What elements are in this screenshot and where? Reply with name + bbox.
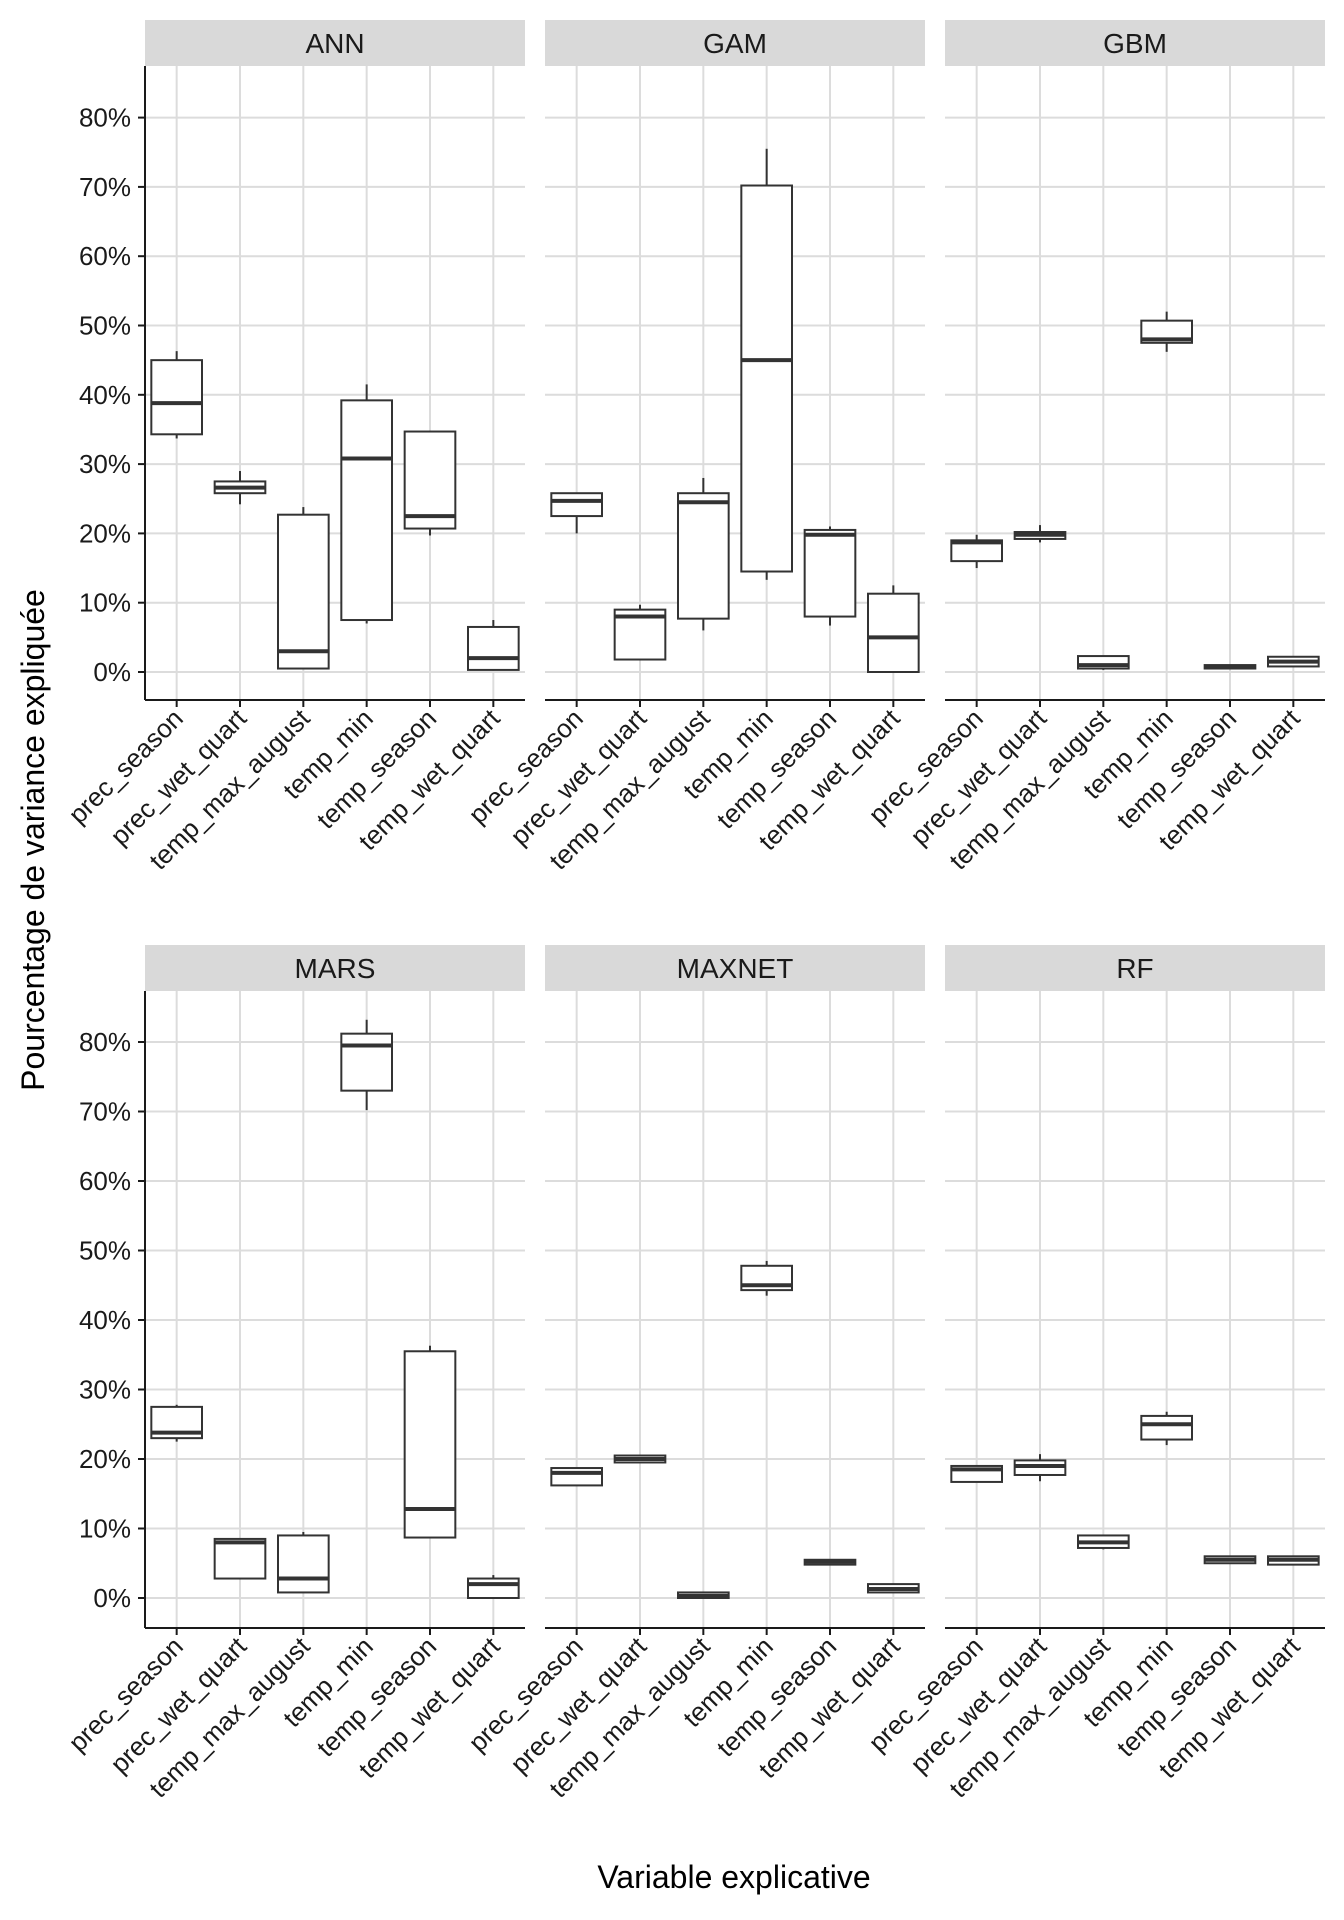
box-rf-temp_max_august [1077,1534,1130,1550]
box-gam-prec_wet_quart [613,604,667,661]
y-tick-label: 60% [79,241,131,271]
y-tick-label: 0% [93,1583,131,1613]
box-ann-prec_wet_quart [213,471,267,505]
strip-label-gbm: GBM [1103,28,1167,59]
box-iqr [550,492,603,518]
y-axis-title: Pourcentage de variance expliquée [15,589,51,1091]
box-gam-temp_wet_quart [867,585,920,673]
y-tick-label: 0% [93,657,131,687]
box-iqr [950,539,1003,563]
box-mars-temp_max_august [277,1531,330,1594]
box-iqr [340,399,394,622]
box-iqr [550,1467,603,1487]
y-tick-label: 70% [79,1097,131,1127]
box-maxnet-temp_wet_quart [867,1583,920,1594]
y-tick-label: 30% [79,1375,131,1405]
box-iqr [213,1537,267,1580]
y-tick-label: 10% [79,1514,131,1544]
box-rf-prec_season [950,1464,1003,1483]
y-tick-label: 10% [79,588,131,618]
box-iqr [867,592,920,673]
strip-gam [545,20,925,66]
box-gam-prec_season [550,492,603,534]
strip-maxnet [545,945,925,991]
box-mars-temp_min [340,1019,394,1111]
box-rf-prec_wet_quart [1013,1454,1067,1482]
y-tick-label: 20% [79,1444,131,1474]
strip-rf [945,945,1325,991]
y-tick-label: 60% [79,1166,131,1196]
box-iqr [677,492,730,620]
box-iqr [150,359,203,436]
y-tick-label: 40% [79,1305,131,1335]
box-gbm-temp_max_august [1077,655,1130,670]
box-maxnet-prec_wet_quart [613,1454,667,1464]
strip-label-gam: GAM [703,28,767,59]
y-tick-label: 80% [79,1027,131,1057]
panel-maxnet: MAXNETprec_seasonprec_wet_quarttemp_max_… [462,945,925,1803]
panel-mars: MARS0%10%20%30%40%50%60%70%80%prec_seaso… [62,945,525,1803]
box-ann-temp_min [340,384,394,624]
strip-mars [145,945,525,991]
box-gam-temp_season [803,526,857,626]
box-iqr [340,1032,394,1092]
y-tick-label: 70% [79,172,131,202]
box-iqr [277,513,330,670]
box-iqr [403,1350,457,1539]
box-mars-temp_wet_quart [467,1575,520,1600]
strip-label-ann: ANN [305,28,364,59]
box-gbm-temp_min [1140,311,1194,352]
box-iqr [803,528,857,618]
y-tick-label: 50% [79,311,131,341]
box-gam-temp_min [740,148,793,580]
box-iqr [740,184,793,573]
box-maxnet-temp_max_august [677,1591,730,1599]
box-iqr [403,430,457,530]
box-mars-temp_season [403,1345,457,1539]
box-mars-prec_season [150,1404,203,1442]
box-ann-temp_season [403,430,457,536]
box-gbm-prec_season [950,534,1003,569]
box-iqr [1140,319,1194,344]
box-gam-temp_max_august [677,477,730,631]
panel-gbm: GBMprec_seasonprec_wet_quarttemp_max_aug… [862,20,1325,875]
box-rf-temp_wet_quart [1267,1555,1320,1566]
panel-gam: GAMprec_seasonprec_wet_quarttemp_max_aug… [462,20,925,875]
box-iqr [467,625,520,671]
box-gbm-prec_wet_quart [1013,525,1067,543]
strip-label-rf: RF [1116,953,1153,984]
panel-ann: ANN0%10%20%30%40%50%60%70%80%prec_season… [62,20,525,875]
box-ann-temp_wet_quart [467,620,520,671]
strip-gbm [945,20,1325,66]
y-tick-label: 30% [79,449,131,479]
panels-layer: ANN0%10%20%30%40%50%60%70%80%prec_season… [62,20,1325,1803]
box-gbm-temp_season [1203,664,1257,670]
box-maxnet-temp_season [803,1558,857,1566]
box-mars-prec_wet_quart [213,1537,267,1580]
strip-label-mars: MARS [295,953,376,984]
strip-label-maxnet: MAXNET [677,953,794,984]
box-maxnet-temp_min [740,1260,793,1296]
box-ann-temp_max_august [277,507,330,670]
y-tick-label: 50% [79,1236,131,1266]
panel-rf: RFprec_seasonprec_wet_quarttemp_max_augu… [862,945,1325,1803]
box-iqr [277,1534,330,1594]
y-tick-label: 80% [79,103,131,133]
box-rf-temp_season [1203,1555,1257,1565]
x-axis-title: Variable explicative [597,1859,870,1895]
box-iqr [467,1577,520,1600]
box-iqr [1140,1414,1194,1441]
strip-ann [145,20,525,66]
box-rf-temp_min [1140,1411,1194,1446]
box-gbm-temp_wet_quart [1267,655,1320,668]
y-tick-label: 20% [79,518,131,548]
y-tick-label: 40% [79,380,131,410]
box-maxnet-prec_season [550,1467,603,1487]
box-ann-prec_season [150,351,203,439]
